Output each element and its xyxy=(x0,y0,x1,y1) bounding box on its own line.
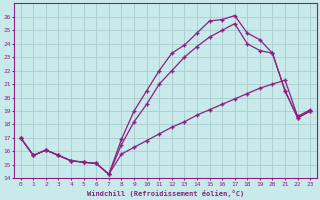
X-axis label: Windchill (Refroidissement éolien,°C): Windchill (Refroidissement éolien,°C) xyxy=(87,190,244,197)
